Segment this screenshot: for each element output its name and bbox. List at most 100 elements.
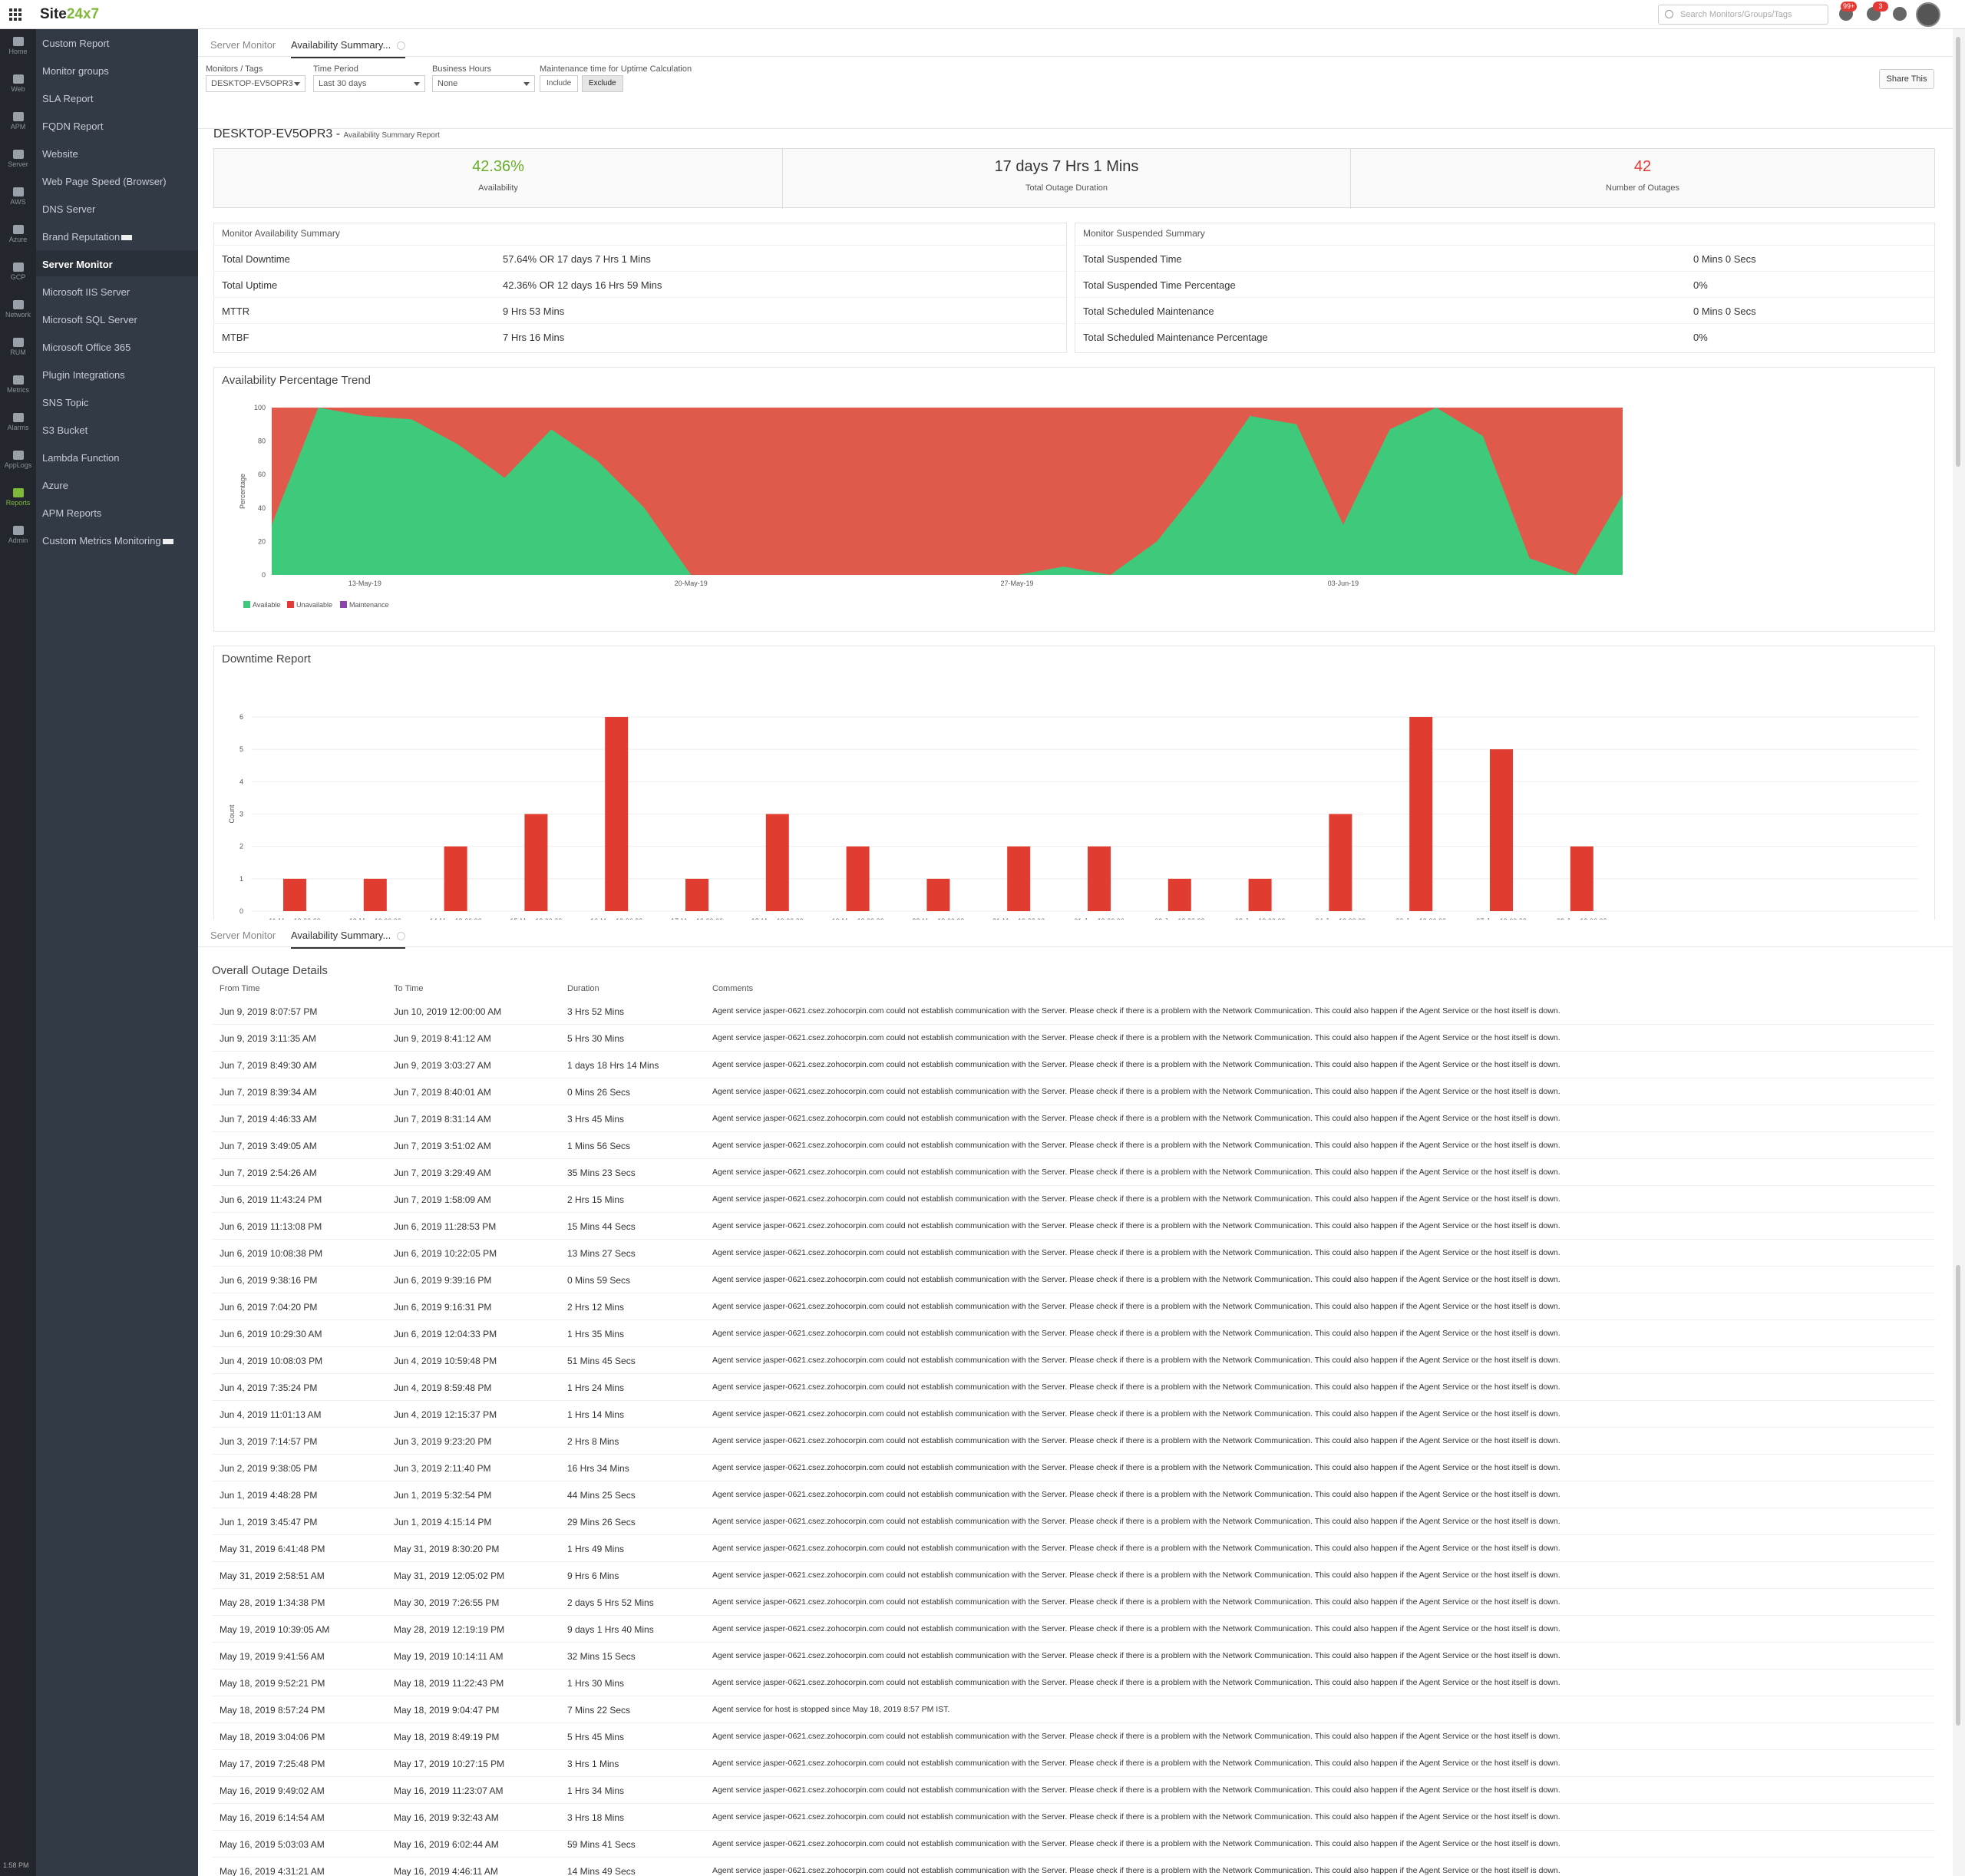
sidebar-item-azure[interactable]: Azure (36, 471, 198, 497)
summary-value: 7 Hrs 16 Mins (503, 332, 565, 343)
bar[interactable] (444, 846, 467, 911)
bar[interactable] (524, 814, 548, 912)
rail-item-metrics[interactable]: Metrics (0, 371, 36, 405)
notification-badge: 3 (1873, 2, 1888, 12)
cell-from: May 31, 2019 6:41:48 PM (220, 1544, 325, 1554)
y-tick-label: 6 (239, 713, 243, 721)
rail-item-web[interactable]: Web (0, 70, 36, 104)
page-scrollbar[interactable] (1953, 29, 1965, 1876)
sidebar-item-custom-metrics-monitoring[interactable]: Custom Metrics Monitoring (36, 527, 198, 553)
rail-item-network[interactable]: Network (0, 296, 36, 329)
sidebar-item-label: DNS Server (42, 203, 96, 215)
sidebar-item-fqdn-report[interactable]: FQDN Report (36, 112, 198, 138)
sidebar-item-server-monitor[interactable]: Server Monitor (36, 250, 198, 276)
bar[interactable] (1490, 749, 1513, 911)
sidebar-item-sla-report[interactable]: SLA Report (36, 84, 198, 111)
rail-item-reports[interactable]: Reports (0, 484, 36, 517)
period-select[interactable]: Last 30 days (313, 75, 425, 92)
site24x7-logo[interactable]: Site24x7 (40, 6, 99, 23)
rail-item-applogs[interactable]: AppLogs (0, 446, 36, 480)
legend-swatch[interactable] (243, 601, 250, 608)
sidebar-item-dns-server[interactable]: DNS Server (36, 195, 198, 221)
include-button[interactable]: Include (540, 75, 579, 92)
legend-label[interactable]: Maintenance (349, 601, 389, 609)
monitors-label: Monitors / Tags (206, 64, 263, 74)
app-grid-icon[interactable] (9, 8, 21, 21)
y-tick-label: 40 (258, 504, 266, 512)
legend-label[interactable]: Available (253, 601, 280, 609)
rail-item-admin[interactable]: Admin (0, 521, 36, 555)
sidebar-item-brand-reputation[interactable]: Brand Reputation (36, 223, 198, 249)
sidebar-item-sns-topic[interactable]: SNS Topic (36, 388, 198, 415)
close-tab-icon[interactable] (397, 41, 406, 51)
tab-server-monitor[interactable]: Server Monitor (210, 39, 276, 51)
share-button[interactable]: Share This (1879, 69, 1934, 89)
sidebar-item-label: SLA Report (42, 93, 94, 104)
bar[interactable] (765, 814, 789, 912)
bar[interactable] (1167, 878, 1191, 911)
tab-server-monitor-lower[interactable]: Server Monitor (210, 930, 276, 941)
tab-availability-summary-lower[interactable]: Availability Summary... (291, 930, 406, 949)
sidebar-item-web-page-speed-browser-[interactable]: Web Page Speed (Browser) (36, 167, 198, 193)
sidebar-item-website[interactable]: Website (36, 140, 198, 166)
legend-swatch[interactable] (287, 601, 294, 608)
sidebar-item-custom-report[interactable]: Custom Report (36, 29, 198, 55)
admin-icon (12, 526, 24, 535)
scroll-thumb-lower[interactable] (1956, 1265, 1960, 1726)
legend-label[interactable]: Unavailable (296, 601, 332, 609)
bar[interactable] (283, 878, 306, 911)
close-tab-icon[interactable] (397, 932, 406, 941)
rail-item-server[interactable]: Server (0, 145, 36, 179)
tab-availability-summary[interactable]: Availability Summary... (291, 39, 406, 58)
cell-from: May 16, 2019 5:03:03 AM (220, 1839, 325, 1850)
cell-from: May 17, 2019 7:25:48 PM (220, 1759, 325, 1769)
x-tick-label: 13-May-19 (348, 580, 381, 587)
sidebar-item-microsoft-office-365[interactable]: Microsoft Office 365 (36, 333, 198, 359)
rail-item-rum[interactable]: RUM (0, 333, 36, 367)
bar[interactable] (1248, 878, 1272, 911)
search-input[interactable]: Search Monitors/Groups/Tags (1658, 5, 1828, 25)
help-icon[interactable] (1893, 7, 1907, 21)
new-badge-icon (162, 539, 173, 544)
sidebar-item-apm-reports[interactable]: APM Reports (36, 499, 198, 525)
exclude-button[interactable]: Exclude (582, 75, 623, 92)
sidebar-item-plugin-integrations[interactable]: Plugin Integrations (36, 361, 198, 387)
bar[interactable] (1570, 846, 1593, 911)
summary-key: Total Suspended Time (1083, 253, 1182, 265)
cell-to: Jun 9, 2019 8:41:12 AM (394, 1033, 491, 1044)
cell-from: Jun 7, 2019 3:49:05 AM (220, 1141, 317, 1151)
bar[interactable] (926, 878, 950, 911)
business-hours-select[interactable]: None (432, 75, 535, 92)
bar[interactable] (1088, 846, 1111, 911)
cell-cm: Agent service jasper-0621.csez.zohocorpi… (712, 1490, 1560, 1499)
sidebar-item-lambda-function[interactable]: Lambda Function (36, 444, 198, 470)
sidebar-item-microsoft-iis-server[interactable]: Microsoft IIS Server (36, 278, 198, 304)
rail-item-apm[interactable]: APM (0, 107, 36, 141)
cell-cm: Agent service jasper-0621.csez.zohocorpi… (712, 1732, 1560, 1741)
bar[interactable] (846, 846, 870, 911)
cell-to: May 16, 2019 6:02:44 AM (394, 1839, 499, 1850)
rail-item-gcp[interactable]: GCP (0, 258, 36, 292)
sidebar-item-microsoft-sql-server[interactable]: Microsoft SQL Server (36, 306, 198, 332)
summary-row: Total Downtime 57.64% OR 17 days 7 Hrs 1 … (214, 245, 1066, 271)
rail-item-aws[interactable]: AWS (0, 183, 36, 216)
scroll-thumb-upper[interactable] (1956, 37, 1960, 467)
legend-swatch[interactable] (340, 601, 347, 608)
availability-trend-title: Availability Percentage Trend (222, 374, 372, 387)
bar[interactable] (605, 717, 629, 911)
cell-cm: Agent service jasper-0621.csez.zohocorpi… (712, 1544, 1560, 1553)
sidebar-item-s3-bucket[interactable]: S3 Bucket (36, 416, 198, 442)
sidebar-item-monitor-groups[interactable]: Monitor groups (36, 57, 198, 83)
rail-item-azure[interactable]: Azure (0, 220, 36, 254)
table-row: May 18, 2019 3:04:06 PM May 18, 2019 8:49… (212, 1723, 1935, 1750)
bar[interactable] (685, 878, 708, 911)
bar[interactable] (1409, 717, 1433, 911)
monitors-select[interactable]: DESKTOP-EV5OPR3 (206, 75, 305, 92)
bar[interactable] (1007, 846, 1031, 911)
bar[interactable] (1329, 814, 1352, 912)
bar[interactable] (363, 878, 387, 911)
rail-item-alarms[interactable]: Alarms (0, 408, 36, 442)
rail-item-home[interactable]: Home (0, 32, 36, 66)
avatar[interactable] (1916, 2, 1940, 27)
suspended-summary-panel: Monitor Suspended Summary Total Suspende… (1075, 223, 1935, 353)
